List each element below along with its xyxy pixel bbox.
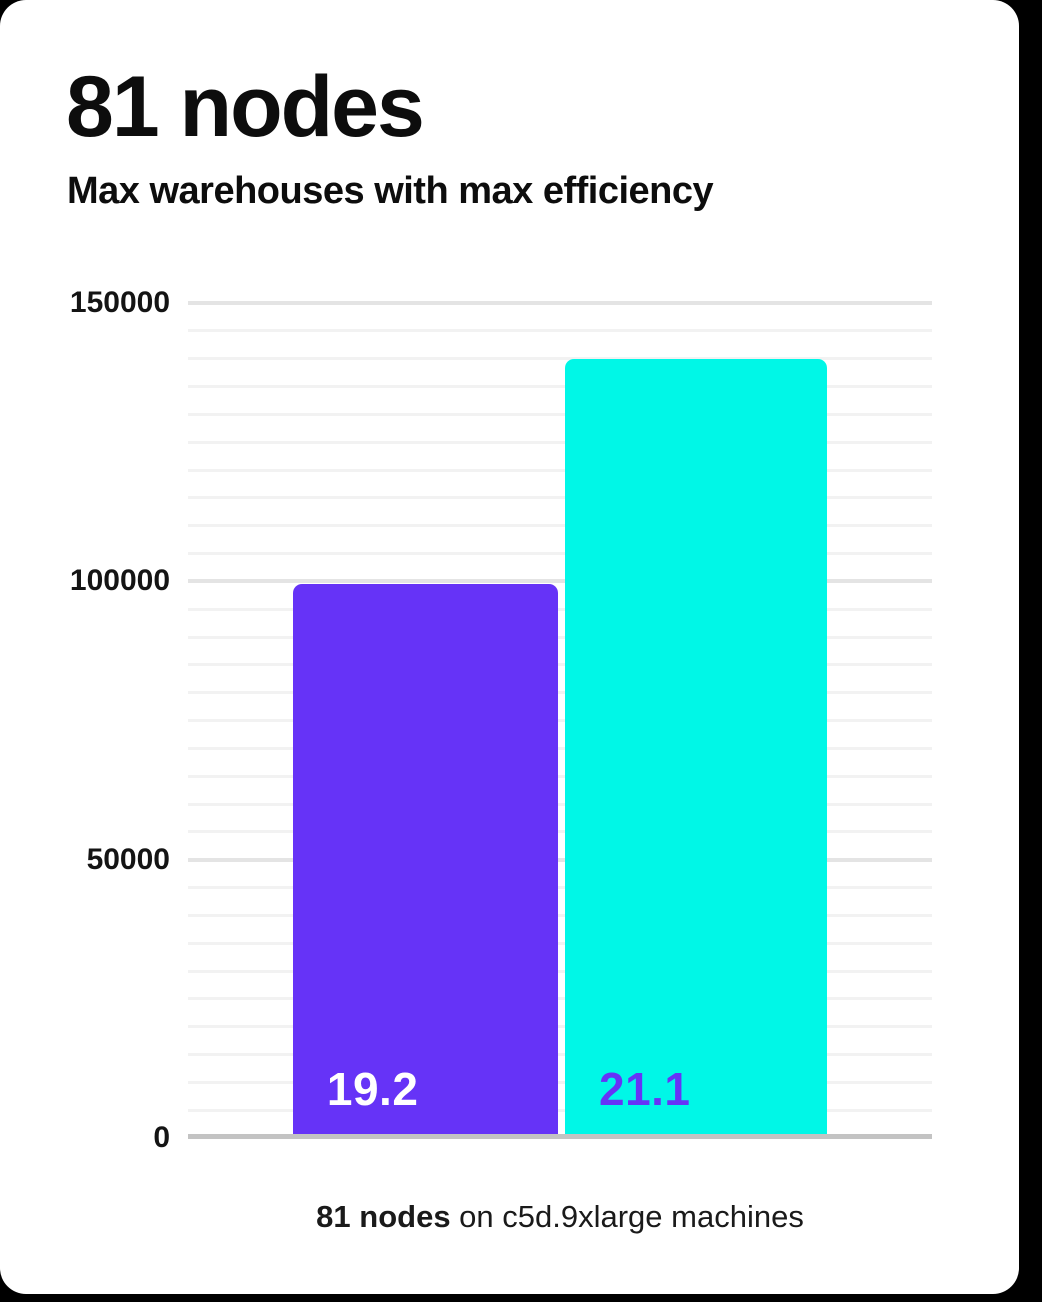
caption-regular-text: on c5d.9xlarge machines: [450, 1199, 804, 1234]
gridline-minor: [188, 941, 932, 945]
y-tick-label: 100000: [69, 564, 170, 598]
gridline-minor: [188, 969, 932, 973]
gridline-minor: [188, 524, 932, 528]
gridline-minor: [188, 385, 932, 388]
gridline-minor: [188, 607, 932, 611]
gridline-minor: [188, 1053, 932, 1056]
y-tick-label: 50000: [86, 842, 170, 876]
gridline-minor: [188, 1025, 932, 1029]
gridline-minor: [188, 412, 932, 416]
gridline-minor: [188, 802, 932, 806]
gridline-minor: [188, 886, 932, 889]
gridline-minor: [188, 997, 932, 1001]
gridline-minor: [188, 552, 932, 555]
gridline-minor: [188, 1108, 932, 1112]
x-axis-baseline: [188, 1134, 932, 1139]
bar-21.1: 21.1: [564, 358, 827, 1138]
gridline-minor: [188, 913, 932, 917]
chart-card: 81 nodes Max warehouses with max efficie…: [0, 0, 1019, 1294]
gridline-major: [188, 857, 932, 862]
gridline-minor: [188, 357, 932, 361]
gridline-minor: [188, 1080, 932, 1084]
caption-bold-text: 81 nodes: [316, 1199, 451, 1234]
gridline-minor: [188, 329, 932, 333]
gridline-minor: [188, 663, 932, 667]
plot-area: 19.2 21.1: [188, 301, 932, 1139]
gridline-minor: [188, 830, 932, 834]
y-tick-label: 150000: [69, 286, 170, 319]
gridline-minor: [188, 496, 932, 500]
gridline-minor: [188, 468, 932, 472]
gridline-minor: [188, 440, 932, 444]
gridline-major: [188, 579, 932, 584]
y-tick-label: 0: [153, 1121, 170, 1154]
y-axis-labels: 0 50000 100000 150000: [60, 286, 170, 1154]
bar-19.2: 19.2: [292, 584, 558, 1138]
gridline-minor: [188, 635, 932, 639]
gridline-minor: [188, 774, 932, 778]
page-subtitle: Max warehouses with max efficiency: [67, 170, 714, 212]
gridline-minor: [188, 719, 932, 722]
gridline-minor: [188, 691, 932, 695]
bar-value-label: 21.1: [598, 1063, 691, 1115]
bar-value-label: 19.2: [326, 1063, 419, 1115]
chart-caption: 81 nodes on c5d.9xlarge machines: [188, 1198, 932, 1235]
page-title: 81 nodes: [66, 59, 425, 155]
gridline-major: [188, 301, 932, 305]
gridline-minor: [188, 746, 932, 750]
